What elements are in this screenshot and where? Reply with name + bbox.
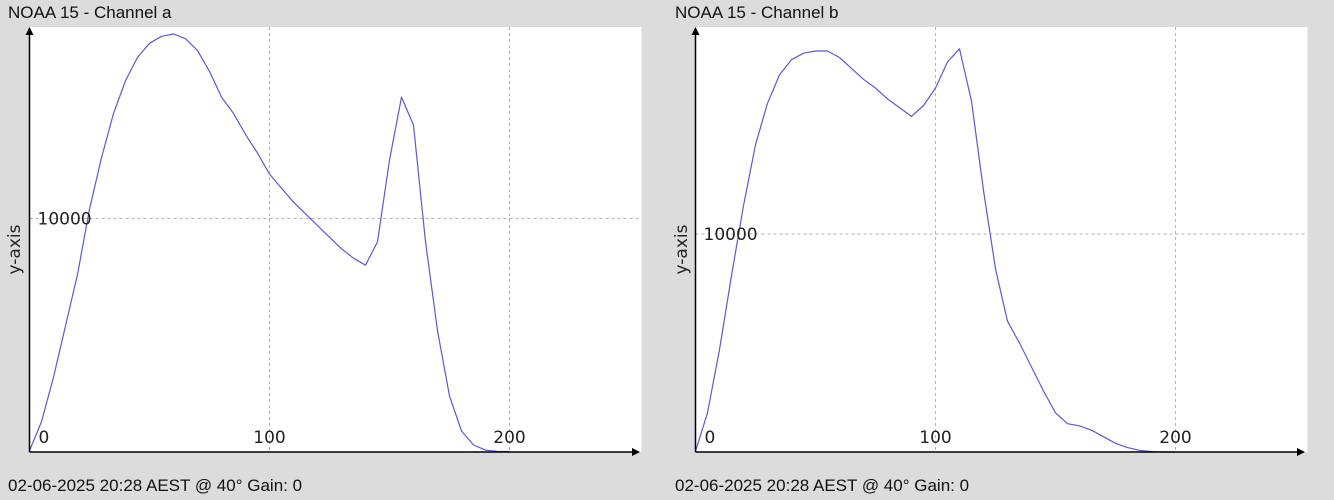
x-tick-label: 200	[1159, 428, 1191, 448]
plot-channel-b: 0 100 200 10000 y-axis	[672, 27, 1308, 456]
y-axis-label: y-axis	[5, 224, 25, 274]
plot-area	[29, 27, 642, 452]
x-tick-label: 100	[253, 428, 285, 448]
y-axis-label: y-axis	[672, 224, 692, 274]
series-line	[694, 48, 1176, 453]
chart-footer: 02-06-2025 20:28 AEST @ 40° Gain: 0	[675, 476, 970, 495]
x-axis-arrow	[632, 448, 640, 456]
plot-area	[695, 27, 1308, 452]
chart-footer: 02-06-2025 20:28 AEST @ 40° Gain: 0	[8, 476, 303, 495]
y-tick-label: 10000	[38, 209, 92, 229]
x-tick-label: 200	[493, 428, 525, 448]
y-tick-label: 10000	[704, 225, 758, 245]
plot-channel-a: 0 100 200 10000 y-axis	[5, 27, 642, 456]
chart-panel-channel-a: 0 100 200 10000 y-axis NOAA 15 - Channel a 0…	[5, 3, 642, 495]
x-axis-arrow	[1297, 448, 1305, 456]
x-tick-label: 0	[705, 428, 716, 448]
y-axis-arrow	[25, 27, 34, 35]
x-tick-label: 100	[919, 428, 951, 448]
chart-panel-channel-b: 0 100 200 10000 y-axis NOAA 15 - Channel b 0…	[667, 0, 1334, 500]
y-axis-arrow	[691, 27, 700, 35]
chart-title: NOAA 15 - Channel b	[675, 3, 839, 22]
series-line	[28, 33, 510, 453]
x-tick-label: 0	[39, 428, 50, 448]
chart-title: NOAA 15 - Channel a	[8, 3, 172, 22]
